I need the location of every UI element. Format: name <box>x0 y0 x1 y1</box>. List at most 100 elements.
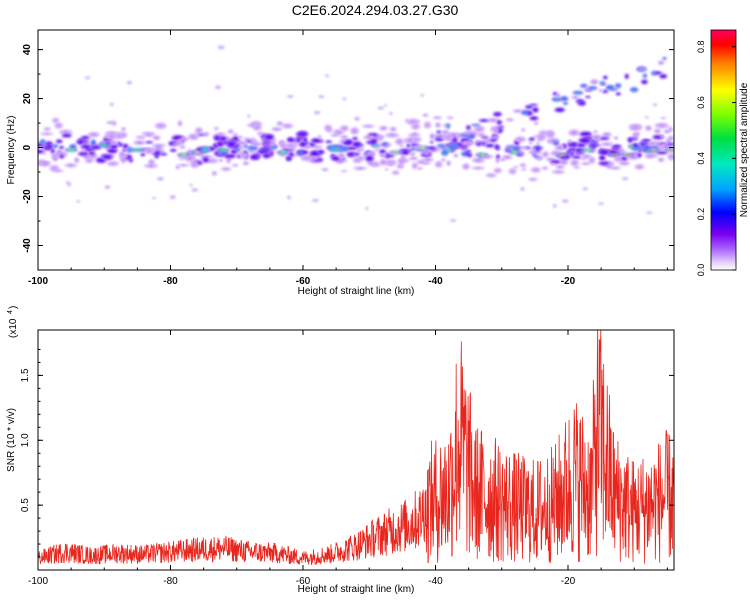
spectrogram-y-axis-label: Frequency (Hz) <box>6 116 17 185</box>
spectrogram-blob <box>366 161 376 165</box>
spectrogram-blob <box>388 150 403 155</box>
spectrogram-blob <box>497 125 505 129</box>
spectrogram-blob <box>311 199 319 202</box>
spectrogram-blob <box>310 137 323 144</box>
spectrogram-blob <box>104 133 119 140</box>
spectrogram-blob <box>409 152 416 156</box>
spectrogram-blob <box>458 134 470 137</box>
spectrogram-blob <box>385 132 400 138</box>
spectrogram-blob <box>601 132 612 138</box>
spectrogram-y-tick-label: 0 <box>22 144 33 150</box>
spectrogram-blob <box>104 185 111 190</box>
spectrogram-blob <box>480 136 490 139</box>
spectrogram-blob <box>133 140 146 145</box>
spectrogram-blob <box>435 122 441 128</box>
spectrogram-blob <box>653 71 663 75</box>
spectrogram-blob <box>176 152 191 157</box>
spectrogram-blob <box>530 137 535 141</box>
spectrogram-blob <box>529 103 539 107</box>
spectrogram-blob <box>598 202 604 205</box>
spectrogram-blob <box>313 110 321 115</box>
colorbar-tick-label: 0.6 <box>696 96 706 109</box>
spectrogram-blob <box>388 112 393 115</box>
spectrogram-blob <box>629 86 639 93</box>
spectrogram-blob <box>653 128 661 134</box>
spectrogram-blob <box>584 95 592 99</box>
spectrogram-blob <box>531 106 539 114</box>
spectrogram-blob <box>217 45 225 50</box>
spectrogram-blob <box>541 151 550 158</box>
spectrogram-blob <box>645 125 652 131</box>
colorbar-tick-label: 0.8 <box>696 40 706 53</box>
spectrogram-blob <box>351 140 363 148</box>
spectrogram-blob <box>514 136 526 143</box>
spectrogram-blob <box>549 162 557 166</box>
spectrogram-blob <box>668 126 673 132</box>
spectrogram-x-tick-label: -60 <box>296 276 311 287</box>
spectrogram-blob <box>215 140 225 148</box>
spectrogram-blob <box>353 166 367 171</box>
spectrogram-blob <box>603 89 608 93</box>
spectrogram-blob <box>462 163 470 170</box>
spectrogram-blob <box>121 148 128 152</box>
spectrogram-blob <box>106 161 119 167</box>
spectrogram-blob <box>484 143 496 148</box>
spectrogram-blob <box>144 140 154 144</box>
spectrogram-blob <box>558 158 569 166</box>
spectrogram-blob <box>59 154 65 159</box>
spectrogram-blob <box>286 136 295 143</box>
spectrogram-blob <box>560 96 569 102</box>
spectrogram-blob <box>386 162 392 166</box>
spectrogram-blob <box>644 153 654 159</box>
spectrogram-blob <box>408 156 418 161</box>
spectrogram-blob <box>271 127 283 132</box>
spectrogram-blob <box>318 95 325 98</box>
spectrogram-blob <box>627 137 633 144</box>
spectrogram-blob <box>654 122 669 129</box>
spectrogram-blob <box>178 158 185 161</box>
spectrogram-blob <box>610 146 621 150</box>
spectrogram-blob <box>478 118 490 123</box>
spectrogram-blob <box>370 137 377 146</box>
spectrogram-blob <box>423 121 432 129</box>
spectrogram-blob <box>54 122 63 129</box>
spectrogram-blob <box>508 150 522 155</box>
spectrogram-blob <box>562 101 569 105</box>
spectrogram-blob <box>429 132 435 140</box>
spectrogram-blob <box>526 111 533 116</box>
spectrogram-blob <box>658 146 666 151</box>
spectrogram-blob <box>365 207 369 210</box>
snr-y-ticks: 0.5 1.0 1.5 <box>20 348 674 558</box>
spectrogram-blob <box>637 142 650 146</box>
spectrogram-blob <box>40 132 54 136</box>
spectrogram-blob <box>77 152 90 156</box>
colorbar: 0.0 0.2 0.4 0.6 0.8 Normalized spectral ampl… <box>696 29 750 276</box>
spectrogram-blob <box>59 129 73 135</box>
spectrogram-blob <box>408 148 415 151</box>
spectrogram-blob <box>242 161 250 166</box>
spectrogram-blob <box>471 166 485 170</box>
spectrogram-blob <box>606 164 613 169</box>
spectrogram-blob <box>130 148 145 152</box>
spectrogram-blob <box>553 203 557 208</box>
spectrogram-blob <box>590 142 597 150</box>
spectrogram-blob <box>169 195 176 200</box>
spectrogram-blob <box>318 134 322 139</box>
spectrogram-blob <box>628 124 643 131</box>
spectrogram-blob <box>297 150 304 156</box>
spectrogram-blob <box>641 139 653 142</box>
spectrogram-blob <box>660 116 666 120</box>
spectrogram-blob <box>126 146 134 153</box>
spectrogram-blob <box>143 133 155 137</box>
spectrogram-blob <box>433 137 445 142</box>
spectrogram-blob <box>55 139 64 144</box>
spectrogram-blob <box>308 156 319 161</box>
spectrogram-blob <box>321 168 329 171</box>
spectrogram-blob <box>233 133 238 136</box>
spectrogram-blob <box>249 153 260 161</box>
colorbar-gradient <box>710 29 737 271</box>
spectrogram-blob <box>561 199 569 203</box>
spectrogram-blob <box>411 123 421 130</box>
spectrogram-blob <box>567 139 572 143</box>
spectrogram-blob <box>177 120 183 127</box>
